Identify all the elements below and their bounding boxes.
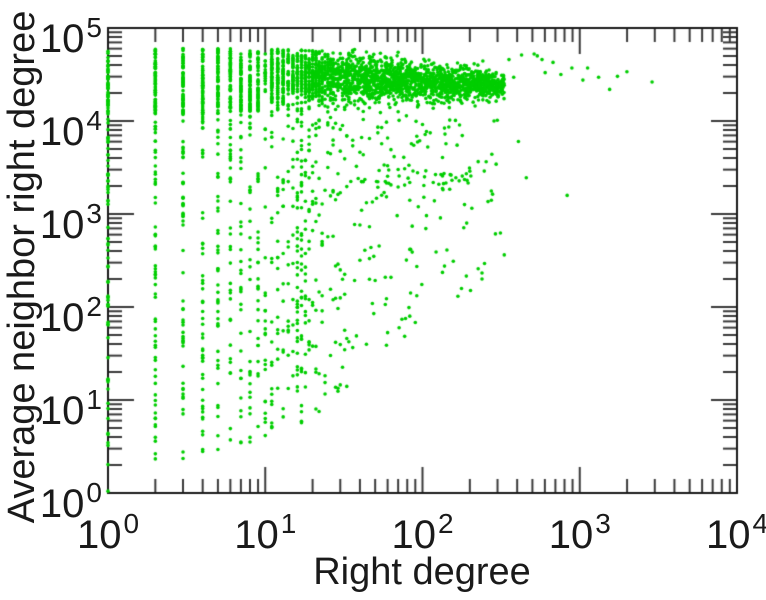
x-tick-label-1e0: 100	[76, 508, 140, 557]
y-tick-label-1e5: 105	[39, 12, 102, 61]
y-tick-label-1e4: 104	[39, 105, 102, 154]
x-tick-label-1e4: 104	[705, 508, 766, 557]
x-tick-label-1e2: 102	[391, 508, 454, 557]
y-axis-title: Average neighbor right degree	[1, 10, 43, 524]
x-tick-label-1e3: 103	[548, 508, 611, 557]
y-tick-label-1e3: 103	[39, 198, 102, 247]
y-tick-label-1e2: 102	[39, 291, 102, 340]
x-tick-label-1e1: 101	[234, 508, 297, 557]
y-tick-label-1e0: 100	[39, 477, 102, 526]
x-axis-title: Right degree	[313, 551, 531, 593]
y-tick-label-1e1: 101	[39, 384, 102, 433]
